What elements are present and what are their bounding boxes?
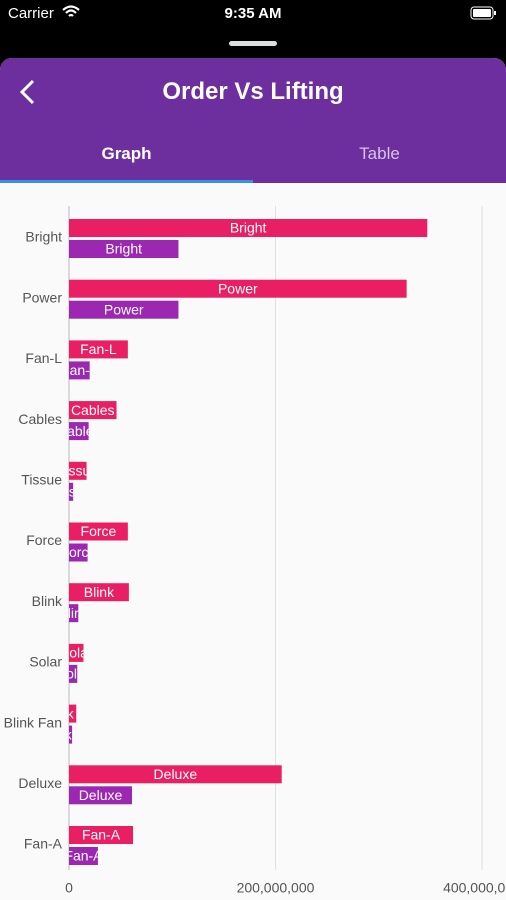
title: Order Vs Lifting [162,78,344,105]
x-tick-label: 0 [65,880,73,896]
bar-label: Force [60,544,96,560]
bar [69,461,87,480]
bar [69,361,90,380]
bar-label: Blink [58,605,89,621]
bar [69,826,134,844]
bar [69,604,79,623]
x-tick-label: 400,000,000 [443,880,506,896]
sheet: Order Vs Lifting Graph Table 0 200,000,00… [0,58,506,900]
bar [69,240,179,258]
y-tick-label: Fan-A [24,836,63,852]
bar-label: Blink [84,584,115,600]
bar-label: Blink Fan [41,726,99,742]
bar-label: Fan-A [64,848,103,864]
bar-label: Tissue [51,484,92,500]
bar-label: Cables [57,423,101,439]
y-tick-label: Force [26,532,62,548]
bar-label: Fan-A [82,827,121,843]
bar-label: Blink Fan [43,705,101,721]
bar-label: Tissue [57,463,98,479]
y-tick-label: Blink [32,593,63,609]
y-tick-label: Solar [29,654,62,670]
back-button[interactable] [16,78,40,106]
bar [69,401,117,420]
tab-indicator [0,180,253,183]
bar [69,482,74,501]
drag-handle [229,41,277,46]
time: 9:35 AM [224,5,282,22]
y-tick-label: Fan-L [25,350,62,366]
y-tick-label: Tissue [21,472,62,488]
bar-label: Bright [105,241,142,257]
y-tick-label: Blink Fan [4,714,62,730]
bar [69,725,73,744]
bar [69,219,428,237]
bar-label: Bright [230,220,267,236]
y-tick-label: Deluxe [18,775,62,791]
bar [69,422,89,441]
y-tick-label: Power [22,289,62,305]
bar-label: Fan-L [80,341,117,357]
battery-icon [470,6,496,20]
bar-label: Deluxe [79,787,123,803]
bar-label: Solar [60,645,93,661]
bar-label: Cables [71,402,115,418]
x-tick-label: 200,000,000 [237,880,315,896]
bar-label: Deluxe [154,766,198,782]
bar [69,300,179,319]
bar-label: Solar [57,666,90,682]
bar [69,543,88,562]
bar [69,583,129,602]
tab[interactable]: Graph [101,144,152,163]
bar [69,664,78,683]
y-tick-label: Cables [18,411,62,427]
chart: 0 200,000,000 400,000,000 Bright Bright Brigh… [4,206,506,896]
bar [69,786,132,805]
carrier: Carrier [8,5,54,22]
bar-label: Power [104,301,144,317]
bar [69,704,77,723]
wifi-icon [62,5,80,17]
y-tick-label: Bright [25,229,62,245]
bar [69,340,128,359]
bar [69,847,98,865]
bar-label: Force [81,523,117,539]
bar-label: Fan-L [61,362,98,378]
bar [69,522,128,541]
bar [69,279,407,298]
bar-label: Power [218,280,258,296]
bar [69,765,282,784]
tab[interactable]: Table [359,144,400,163]
status-bar: Carrier 9:35 AM [0,0,506,28]
bar [69,643,84,662]
app-bar: Order Vs Lifting Graph Table [0,58,506,183]
